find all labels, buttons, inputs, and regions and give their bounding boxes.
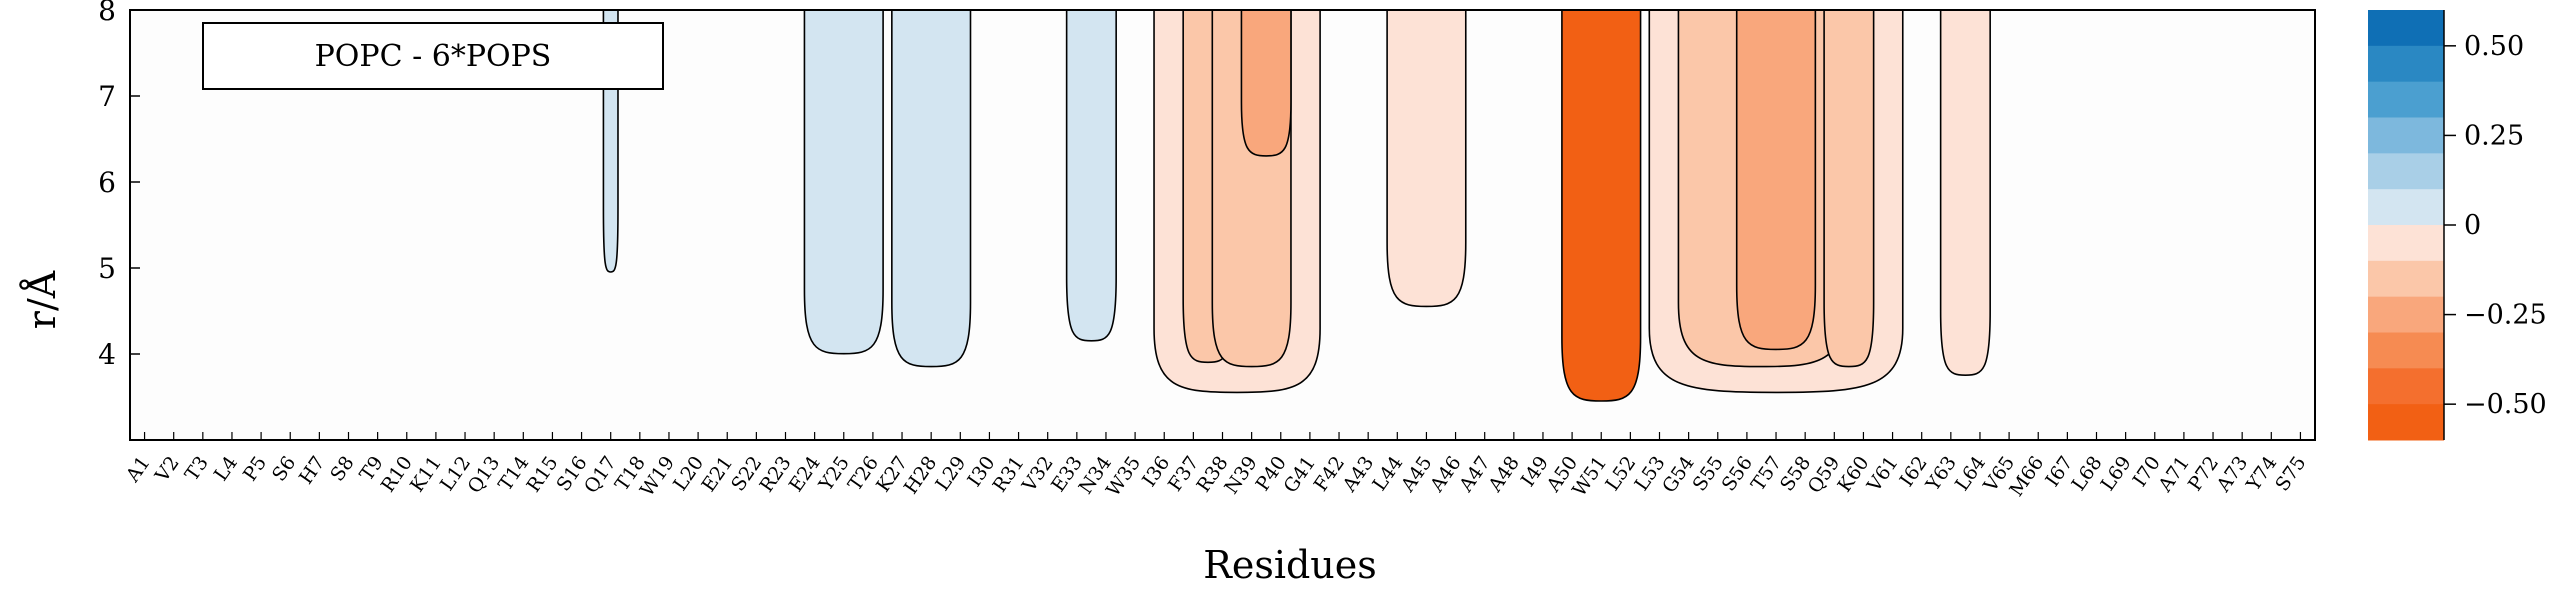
x-tick-label: Q17	[580, 452, 621, 497]
x-tick-label: A43	[1338, 452, 1378, 496]
colorbar-segment	[2368, 332, 2444, 369]
x-tick-label: A48	[1484, 452, 1524, 496]
x-tick-label: S22	[727, 452, 766, 495]
colorbar-tick-label: −0.50	[2464, 389, 2547, 420]
colorbar-segment	[2368, 10, 2444, 47]
x-tick-label: S56	[1718, 452, 1757, 495]
x-tick-label: H28	[900, 452, 941, 498]
y-tick-label: 7	[98, 80, 116, 113]
contour-region	[1065, 9, 1117, 342]
x-tick-label: A1	[121, 452, 154, 487]
contour-regions	[130, 9, 2315, 440]
colorbar: 0.50 0.25 0 −0.25 −0.50	[2368, 10, 2547, 441]
x-tick-label: T26	[844, 452, 883, 495]
colorbar-segment	[2368, 81, 2444, 118]
colorbar-tick-label: 0.50	[2464, 31, 2524, 62]
x-tick-label: A46	[1425, 452, 1465, 496]
colorbar-tick-label: 0	[2464, 210, 2481, 241]
x-tick-label: R31	[989, 452, 1029, 496]
x-tick-label: A73	[2212, 452, 2252, 496]
x-tick-label: L52	[1601, 452, 1640, 495]
x-tick-label: S75	[2271, 452, 2310, 495]
x-tick-label: G41	[1279, 452, 1320, 497]
x-tick-label: L4	[210, 452, 242, 485]
x-tick-label: S8	[326, 452, 358, 485]
x-tick-label: E24	[785, 452, 825, 496]
legend-frame	[202, 22, 664, 90]
x-tick-label: R15	[522, 452, 562, 496]
x-tick-label: T3	[181, 452, 213, 485]
colorbar-segment	[2368, 368, 2444, 405]
colorbar-segment	[2368, 260, 2444, 298]
x-tick-label: A45	[1396, 452, 1436, 496]
contour-region	[1240, 9, 1292, 157]
x-tick-label: R10	[377, 452, 417, 496]
x-tick-label: R23	[756, 452, 796, 496]
x-tick-label: E21	[697, 452, 737, 496]
x-tick-label: V2	[150, 452, 183, 487]
x-tick-label: Q13	[463, 452, 504, 497]
x-tick-label: G54	[1658, 452, 1699, 497]
contour-region	[1735, 9, 1817, 351]
colorbar-segment	[2368, 153, 2444, 190]
x-tick-label: L68	[2067, 452, 2106, 495]
x-tick-label: S6	[268, 452, 300, 485]
colorbar-segment	[2368, 296, 2444, 333]
colorbar-segment	[2368, 404, 2444, 441]
contour-region	[1823, 9, 1875, 368]
x-tick-label: T14	[494, 452, 533, 495]
x-tick-label: A71	[2154, 452, 2194, 496]
colorbar-segment	[2368, 45, 2444, 83]
x-tick-label: L29	[931, 452, 970, 495]
contour-region	[1561, 9, 1642, 402]
x-tick-label: V61	[1862, 452, 1902, 496]
y-tick-label: 6	[98, 166, 116, 199]
x-tick-label: L69	[2097, 452, 2136, 495]
x-tick-label: Q59	[1804, 452, 1845, 497]
x-tick-label: L20	[669, 452, 708, 495]
y-axis-title: r/Å	[20, 270, 64, 329]
contour-region	[1386, 9, 1467, 308]
contour-region	[803, 9, 884, 355]
x-tick-label: A47	[1454, 452, 1494, 496]
y-tick-label: 8	[98, 0, 116, 27]
x-tick-label: P72	[2184, 452, 2223, 495]
x-tick-label: Y25	[814, 452, 854, 496]
legend-box: POPC - 6*POPS	[202, 22, 664, 90]
colorbar-tick-label: −0.25	[2464, 300, 2547, 331]
x-axis-title: Residues	[1203, 543, 1377, 587]
x-tick-label: S55	[1689, 452, 1728, 495]
x-axis-ticks: A1V2T3L4P5S6H7S8T9R10K11L12Q13T14R15S16Q…	[121, 432, 2311, 501]
x-tick-label: L44	[1368, 452, 1407, 495]
y-axis-ticks: 4 5 6 7 8	[98, 0, 140, 371]
x-tick-label: Y74	[2242, 452, 2282, 496]
x-tick-label: H7	[295, 452, 329, 488]
x-tick-label: Y63	[1921, 452, 1961, 496]
x-tick-label: K11	[406, 452, 446, 496]
legend-label: POPC - 6*POPS	[315, 39, 552, 74]
contour-region	[1939, 9, 1991, 377]
y-tick-label: 4	[98, 338, 116, 371]
x-tick-label: P5	[239, 452, 271, 485]
x-tick-label: N39	[1220, 452, 1261, 498]
x-tick-label: V32	[1017, 452, 1057, 496]
colorbar-segment	[2368, 225, 2444, 262]
y-tick-label: 5	[98, 252, 116, 285]
colorbar-segment	[2368, 189, 2444, 226]
x-tick-label: T57	[1747, 452, 1786, 495]
contour-region	[891, 9, 972, 368]
colorbar-tick-label: 0.25	[2464, 120, 2524, 151]
x-tick-label: F37	[1164, 452, 1203, 495]
x-tick-label: L64	[1951, 452, 1990, 495]
colorbar-segment	[2368, 117, 2444, 154]
x-tick-label: K60	[1833, 452, 1873, 496]
x-tick-label: F42	[1310, 452, 1349, 495]
